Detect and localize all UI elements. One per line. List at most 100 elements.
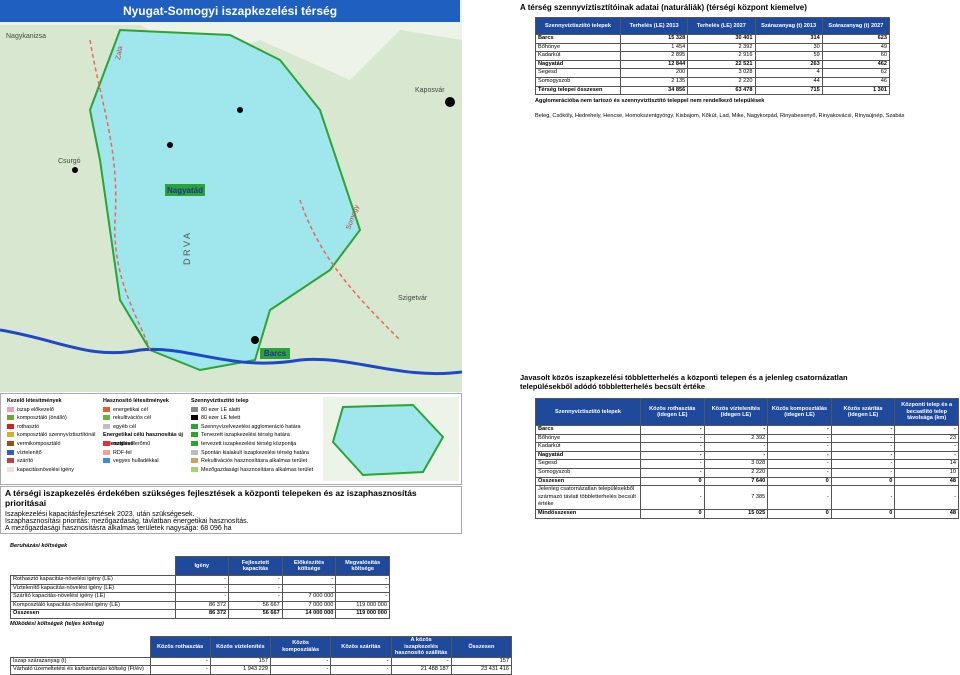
table-cell: - [640,467,705,478]
table-cell: - [703,442,769,452]
header-cell: Központi telep és a becsatlító telep táv… [894,398,959,426]
legend-item: tervezett iszapkezelési térség központja [191,440,321,449]
legend-icon [191,441,198,447]
table-cell: 30 401 [687,34,756,44]
table-cell: 263 [754,59,823,70]
legend-icon [103,415,110,421]
table-cell: 200 [619,68,689,78]
table-cell: - [767,442,832,452]
table-cell: 0 [640,508,705,519]
header-cell: Összesen [450,636,513,658]
table-cell: 2 392 [703,433,769,444]
table-cell: - [335,583,390,594]
header-cell: Szennyvíztisztító telepek [535,398,641,426]
table-cell: Víztelenítő kapacitás-növelési igény (LE… [10,583,176,594]
table-cell: - [269,656,332,667]
table-cell: - [830,425,896,435]
table-cell: - [830,433,896,444]
header-cell: Igény [174,556,230,576]
legend-item: kapacitásnövelési igény [7,466,97,475]
legend-item: vegyes hulladékkal [103,457,193,466]
legend-item: vermikomposztáló [7,440,97,449]
header-cell: A közös iszapkezelés hasznosító szállítá… [390,636,452,658]
legend-label: iszap előkezelő [17,406,54,413]
table-cell: 63 478 [687,85,756,96]
table: Igény Fejlesztett kapacitás Előkészítés kö… [10,556,390,619]
table-row: Várható üzemeltetési és karbantartási kö… [10,665,513,675]
table-row: Barcs - - - - - [535,425,959,435]
legend-item: víztelenítő [7,449,97,458]
table-row: Szárító kapacitás-növelési igény (LE) - -7… [10,592,390,602]
header-cell: Szárazanyag (t) 2027 [821,17,891,35]
legend-item: 80 ezer LE felett [191,414,321,423]
legend-item: komposztáló (önálló) [7,414,97,423]
table-cell: 1 943 229 [209,665,272,675]
table-cell: Segesd [535,459,641,469]
header-cell [10,556,175,576]
table-cell: Barcs [535,425,641,435]
legend-label: RDF-fel [113,449,132,456]
map-label: Nagyatád [167,186,203,195]
table-row: Rothasztó kapacitás-növelési igény (LE) -… [10,575,390,585]
legend-icon [191,458,198,464]
table-cell: - [330,665,392,675]
legend-label: 80 ezer LE alatti [201,406,240,413]
legend-item: iszap előkezelő [7,406,97,415]
legend-heading: Energetikai célú hasznosítás új fejleszt… [103,432,183,447]
legend-label: Tervezett iszapkezelési térség határa [201,432,290,439]
table-cell: - [830,450,896,461]
legend-item: 80 ezer LE alatti [191,406,321,415]
table: Szennyvíztisztító telepek Közös rothasztá… [535,398,959,519]
table-cell: 715 [754,85,823,96]
table-cell: 46 [821,76,891,87]
header-cell: Közös víztelenítés [209,636,272,658]
table-cell: Szárító kapacitás-növelési igény (LE) [10,592,176,602]
legend-heading: Szennyvíztisztító telep [191,398,249,404]
table-cell: 48 [894,508,959,519]
table-cell: Kadarkút [535,51,621,61]
table-cell: - [894,485,959,510]
table-cell: 2 392 [687,42,756,53]
table-cell: Várható üzemeltetési és karbantartási kö… [10,665,151,675]
header-cell: Közös rothasztás (idegen LE) [640,398,705,426]
legend-icon [103,423,110,429]
table-row: Összesen 0 7 640 0 0 48 [535,476,959,487]
legend-icon [191,432,198,438]
map-label: Csurgó [58,158,81,165]
table-cell: 44 [754,76,823,87]
table-cell: 2 135 [619,76,689,87]
table-cell: 7 000 000 [281,600,337,611]
table-cell: - [767,425,832,435]
legend-icon [7,415,14,421]
legend-label: meglévő erőmű [113,440,151,447]
table-cell: 1 454 [619,42,689,53]
table-cell: 3 028 [687,68,756,78]
legend-item: rothasztó [7,423,97,432]
legend-item: komposztáló szennyvíztisztítónál [7,431,97,440]
table-cell: 62 [821,68,891,78]
table-cell: 10 [894,467,959,478]
header-cell: Előkészítés költsége [281,556,337,576]
legend-icon [7,432,14,438]
legend-icon [7,466,14,472]
table-row: Somogyszob -2 220- -10 [535,467,959,478]
table-cell: 12 844 [619,59,689,70]
table-cell: - [703,450,769,461]
table-cell: - [269,665,332,675]
table-cell: Barcs [535,34,621,44]
table-cell: 14 000 000 [281,609,337,619]
legend-label: kapacitásnövelési igény [17,466,74,473]
text-box: A térségi iszapkezelés érdekében szükség… [0,486,462,534]
table-row: Víztelenítő kapacitás-növelési igény (LE… [10,583,390,594]
legend-icon [7,441,14,447]
table-title: A térség szennyvíztisztítóinak adatai (n… [520,3,807,12]
map-label: Szigetvár [398,295,428,302]
table-cell: - [640,425,705,435]
legend-label: vegyes hulladékkal [113,458,159,465]
table-cell: - [390,656,452,667]
table-cell: - [149,656,211,667]
table-cell: 1 301 [821,85,891,96]
map-label: D R V A [182,233,192,265]
table-cell: Iszap szárazanyag (t) [10,656,151,667]
